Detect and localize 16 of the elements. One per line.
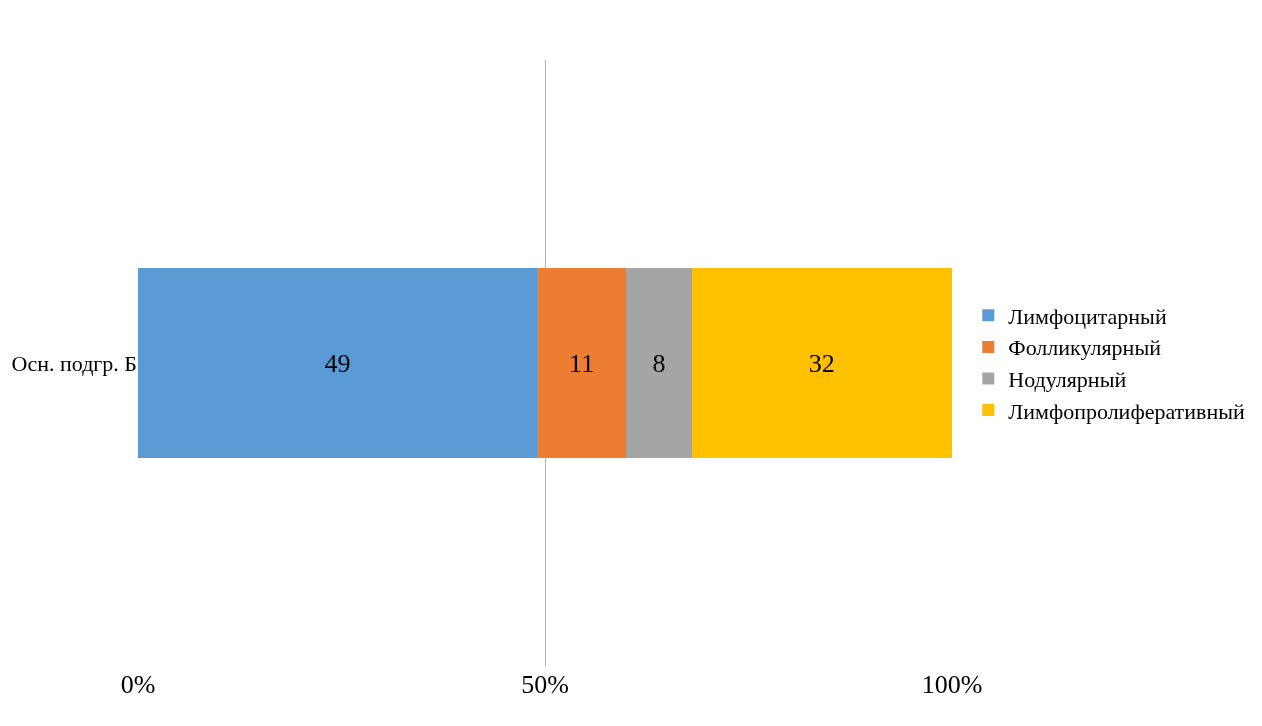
data-label: 11 [569, 348, 595, 378]
x-tick-label: 100% [921, 670, 983, 699]
legend-label: Лимфопролиферативный [1008, 398, 1245, 424]
bar [691, 268, 952, 458]
data-label: 49 [324, 348, 351, 378]
legend-label: Фолликулярный [1008, 335, 1162, 361]
bar [626, 268, 692, 458]
legend-label: Лимфоцитарный [1008, 303, 1167, 329]
y-tick-label: Осн. подгр. Б [11, 350, 137, 376]
bar [138, 268, 537, 458]
x-tick-label: 50% [521, 670, 569, 699]
legend-label: Нодулярный [1008, 367, 1127, 393]
data-label: 32 [808, 348, 835, 378]
x-tick-label: 0% [120, 670, 156, 699]
data-label: 8 [652, 348, 666, 378]
bar [536, 268, 627, 458]
